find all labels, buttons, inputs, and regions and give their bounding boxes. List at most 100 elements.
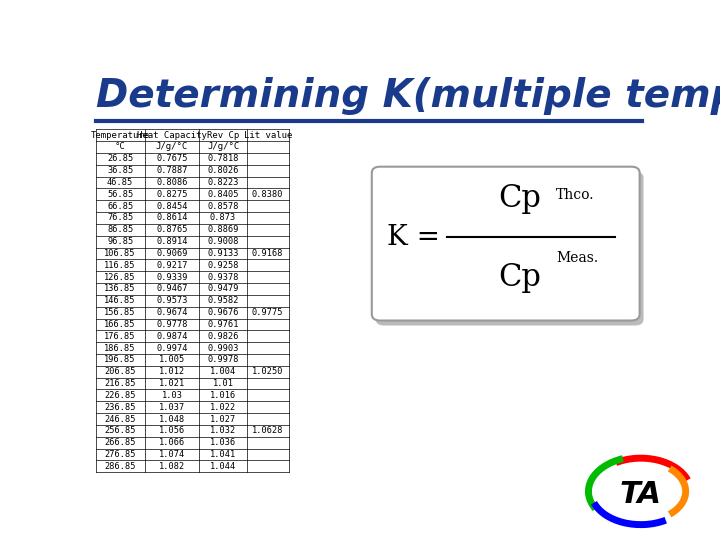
Text: 0.8454: 0.8454 (156, 201, 188, 211)
Text: 66.85: 66.85 (107, 201, 133, 211)
Text: 0.9974: 0.9974 (156, 343, 188, 353)
Text: Heat Capacity: Heat Capacity (137, 131, 207, 140)
Text: 186.85: 186.85 (104, 343, 136, 353)
Text: 0.9674: 0.9674 (156, 308, 188, 317)
Text: 1.056: 1.056 (159, 427, 185, 435)
Text: Rev Cp: Rev Cp (207, 131, 239, 140)
Text: 56.85: 56.85 (107, 190, 133, 199)
Text: K =: K = (387, 224, 440, 251)
Text: 0.7675: 0.7675 (156, 154, 188, 163)
Text: 106.85: 106.85 (104, 249, 136, 258)
Text: 156.85: 156.85 (104, 308, 136, 317)
Text: 0.9479: 0.9479 (207, 285, 239, 293)
Text: 286.85: 286.85 (104, 462, 136, 471)
Text: 226.85: 226.85 (104, 391, 136, 400)
Text: 276.85: 276.85 (104, 450, 136, 459)
Text: 0.9378: 0.9378 (207, 273, 239, 281)
Text: 236.85: 236.85 (104, 403, 136, 411)
Text: 116.85: 116.85 (104, 261, 136, 270)
Text: 0.9008: 0.9008 (207, 237, 239, 246)
Text: 1.036: 1.036 (210, 438, 236, 447)
Text: 166.85: 166.85 (104, 320, 136, 329)
Text: 0.8380: 0.8380 (252, 190, 284, 199)
Text: 0.8914: 0.8914 (156, 237, 188, 246)
Text: 1.044: 1.044 (210, 462, 236, 471)
Text: 26.85: 26.85 (107, 154, 133, 163)
Text: 0.9775: 0.9775 (252, 308, 284, 317)
Text: 206.85: 206.85 (104, 367, 136, 376)
Text: 0.8086: 0.8086 (156, 178, 188, 187)
Text: 1.005: 1.005 (159, 355, 185, 364)
Text: Temperature: Temperature (91, 131, 150, 140)
Text: J/g/°C: J/g/°C (207, 143, 239, 152)
Text: 1.022: 1.022 (210, 403, 236, 411)
Text: Thco.: Thco. (556, 188, 595, 202)
Text: 1.066: 1.066 (159, 438, 185, 447)
Text: °C: °C (114, 143, 125, 152)
Text: 0.8026: 0.8026 (207, 166, 239, 175)
Text: 0.8405: 0.8405 (207, 190, 239, 199)
Text: 1.048: 1.048 (159, 415, 185, 423)
Text: 0.9826: 0.9826 (207, 332, 239, 341)
Text: 266.85: 266.85 (104, 438, 136, 447)
Text: 1.0250: 1.0250 (252, 367, 284, 376)
Text: 1.082: 1.082 (159, 462, 185, 471)
Text: 146.85: 146.85 (104, 296, 136, 305)
Text: J/g/°C: J/g/°C (156, 143, 188, 152)
Text: 0.8869: 0.8869 (207, 225, 239, 234)
Text: 126.85: 126.85 (104, 273, 136, 281)
Text: 1.0628: 1.0628 (252, 427, 284, 435)
Text: 36.85: 36.85 (107, 166, 133, 175)
Text: 1.03: 1.03 (161, 391, 183, 400)
Text: 0.9133: 0.9133 (207, 249, 239, 258)
Text: 1.037: 1.037 (159, 403, 185, 411)
Text: 0.7818: 0.7818 (207, 154, 239, 163)
Text: 196.85: 196.85 (104, 355, 136, 364)
Text: TA: TA (620, 480, 662, 509)
Text: 1.01: 1.01 (212, 379, 233, 388)
Text: 0.9339: 0.9339 (156, 273, 188, 281)
Text: 216.85: 216.85 (104, 379, 136, 388)
Text: 1.041: 1.041 (210, 450, 236, 459)
Text: 136.85: 136.85 (104, 285, 136, 293)
Text: 0.9573: 0.9573 (156, 296, 188, 305)
Text: 256.85: 256.85 (104, 427, 136, 435)
Text: 0.9217: 0.9217 (156, 261, 188, 270)
Text: Lit value: Lit value (243, 131, 292, 140)
Text: 0.9778: 0.9778 (156, 320, 188, 329)
Text: 1.074: 1.074 (159, 450, 185, 459)
Text: 1.012: 1.012 (159, 367, 185, 376)
Text: 1.027: 1.027 (210, 415, 236, 423)
Text: Cp: Cp (498, 184, 541, 214)
Text: Determining K(multiple temperatures): Determining K(multiple temperatures) (96, 77, 720, 115)
Text: 0.9874: 0.9874 (156, 332, 188, 341)
Text: 0.8614: 0.8614 (156, 213, 188, 222)
FancyBboxPatch shape (376, 172, 644, 326)
Text: 0.7887: 0.7887 (156, 166, 188, 175)
Text: 246.85: 246.85 (104, 415, 136, 423)
Text: 0.9467: 0.9467 (156, 285, 188, 293)
Text: Meas.: Meas. (556, 251, 598, 265)
Text: 0.9069: 0.9069 (156, 249, 188, 258)
Text: 76.85: 76.85 (107, 213, 133, 222)
Text: 0.9582: 0.9582 (207, 296, 239, 305)
Text: 0.9258: 0.9258 (207, 261, 239, 270)
Text: 0.8275: 0.8275 (156, 190, 188, 199)
Text: 1.016: 1.016 (210, 391, 236, 400)
Text: 1.021: 1.021 (159, 379, 185, 388)
Text: 0.9903: 0.9903 (207, 343, 239, 353)
Text: 0.9676: 0.9676 (207, 308, 239, 317)
Text: 0.8223: 0.8223 (207, 178, 239, 187)
Text: 96.85: 96.85 (107, 237, 133, 246)
Text: 0.9978: 0.9978 (207, 355, 239, 364)
Text: 176.85: 176.85 (104, 332, 136, 341)
Text: 0.8578: 0.8578 (207, 201, 239, 211)
Text: 1.004: 1.004 (210, 367, 236, 376)
Text: 0.873: 0.873 (210, 213, 236, 222)
Text: 0.9761: 0.9761 (207, 320, 239, 329)
FancyBboxPatch shape (372, 167, 639, 321)
Text: Cp: Cp (498, 262, 541, 293)
Text: 1.032: 1.032 (210, 427, 236, 435)
Text: 0.9168: 0.9168 (252, 249, 284, 258)
Text: 0.8765: 0.8765 (156, 225, 188, 234)
